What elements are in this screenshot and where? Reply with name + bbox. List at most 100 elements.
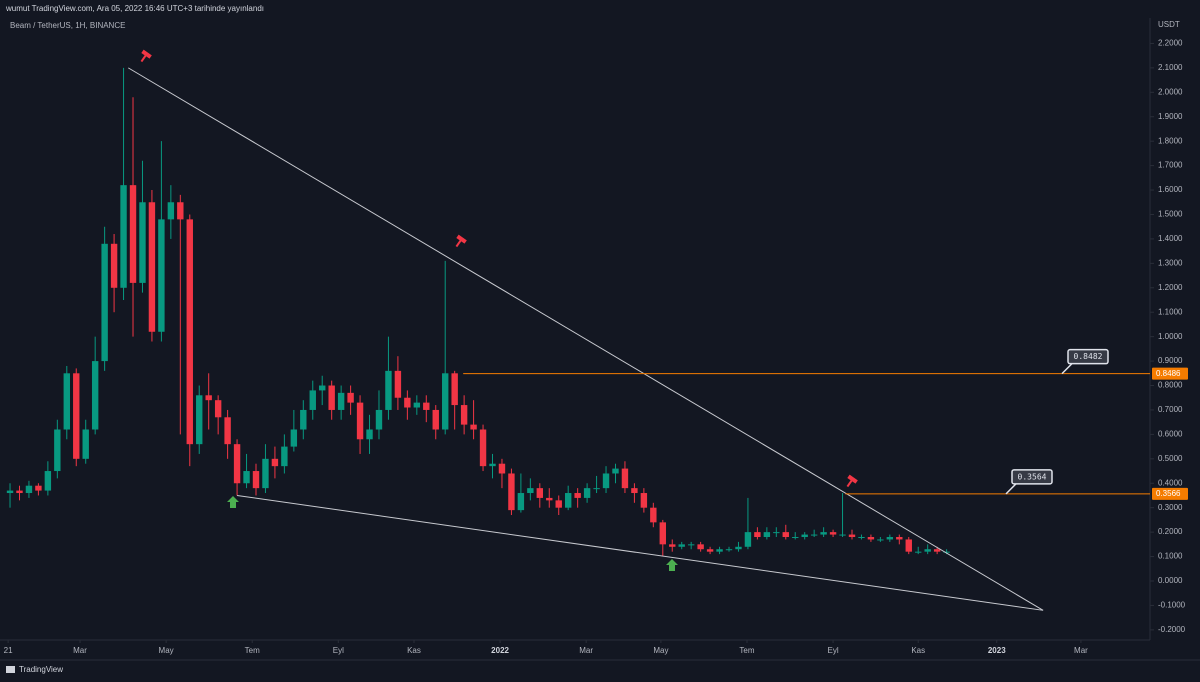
candle-body [366, 429, 373, 440]
candle-body [394, 370, 402, 398]
y-tick-label: 0.5000 [1158, 454, 1183, 463]
candle-body [612, 468, 619, 474]
arrow-up-icon [227, 496, 239, 508]
candle-body [460, 405, 468, 425]
x-tick-label: Eyl [333, 646, 344, 655]
candle-body [442, 373, 449, 430]
x-tick-label: 2022 [491, 646, 509, 655]
candle-body [886, 537, 894, 540]
candle-body [177, 202, 184, 220]
candle-body [678, 544, 685, 547]
candle-body [148, 202, 156, 332]
x-tick-label: Kas [407, 646, 421, 655]
candle-body [735, 546, 742, 550]
hammer-icon [140, 49, 152, 63]
x-tick-label: Eyl [828, 646, 839, 655]
candle-body [848, 534, 856, 538]
y-tick-label: 0.3000 [1158, 503, 1183, 512]
candle-body [91, 361, 99, 430]
x-tick-label: May [159, 646, 174, 655]
y-tick-label: 1.6000 [1158, 185, 1183, 194]
x-tick-label: May [653, 646, 668, 655]
y-tick-label: 1.1000 [1158, 307, 1183, 316]
y-tick-label: 1.2000 [1158, 283, 1183, 292]
candle-body [63, 373, 70, 430]
candle-body [527, 488, 534, 494]
candle-body [839, 534, 846, 536]
candle-body [356, 402, 364, 440]
level-price-tag [1152, 367, 1188, 380]
candle-body [508, 473, 515, 511]
candle-body [829, 532, 837, 535]
candle-body [101, 243, 108, 362]
level-price-label: 0.8486 [1156, 369, 1181, 378]
candle-body [810, 534, 818, 536]
y-tick-label: 0.8000 [1158, 381, 1183, 390]
candle-body [602, 473, 610, 489]
candle-body [555, 500, 562, 508]
candle-body [6, 490, 14, 494]
trend-line [128, 67, 1044, 611]
y-tick-label: 1.5000 [1158, 210, 1183, 219]
logo [6, 666, 15, 673]
y-tick-label: 1.7000 [1158, 161, 1183, 170]
candle-body [110, 243, 118, 288]
y-tick-label: -0.1000 [1158, 601, 1186, 610]
x-tick-label: 2023 [988, 646, 1006, 655]
candle-body [650, 507, 657, 523]
candle-body [943, 551, 950, 553]
y-tick-label: -0.2000 [1158, 625, 1186, 634]
candle-body [309, 390, 316, 410]
trend-line [237, 494, 1044, 611]
candle-body [782, 532, 789, 538]
candle-body [697, 544, 704, 550]
candle-body [725, 549, 733, 551]
candle-body [716, 549, 723, 552]
candle-body [498, 463, 506, 474]
candle-body [593, 488, 600, 490]
candle-body [25, 485, 33, 494]
candle-body [214, 400, 222, 418]
candle-body [319, 385, 326, 391]
level-price-tag [1152, 487, 1188, 500]
candle-body [413, 402, 421, 408]
candle-body [744, 532, 752, 547]
candle-body [896, 537, 903, 540]
y-tick-label: 1.3000 [1158, 258, 1183, 267]
candle-body [35, 485, 42, 491]
candle-body [281, 446, 288, 467]
candle-body [375, 409, 383, 430]
candle-body [120, 185, 127, 288]
candle-body [631, 488, 638, 494]
callout-label: 0.3564 [1018, 472, 1047, 481]
candle-body [858, 537, 865, 539]
candle-body [583, 488, 591, 498]
candle-body [337, 392, 345, 410]
callout-box [1011, 469, 1053, 485]
y-tick-label: 2.1000 [1158, 63, 1183, 72]
hammer-icon [455, 234, 467, 248]
candle-body [271, 458, 279, 467]
footer-brand: TradingView [19, 665, 63, 674]
y-tick-label: 0.1000 [1158, 552, 1183, 561]
candle-body [687, 544, 695, 546]
x-tick-label: 21 [4, 646, 13, 655]
x-tick-label: Mar [579, 646, 593, 655]
y-tick-label: 0.9000 [1158, 356, 1183, 365]
candle-body [44, 471, 52, 491]
candle-body [54, 429, 61, 472]
candle-body [139, 202, 146, 283]
candle-body [432, 409, 439, 430]
x-tick-label: Kas [911, 646, 925, 655]
candle-body [915, 551, 922, 553]
x-tick-label: Tem [739, 646, 754, 655]
candle-body [158, 219, 165, 332]
x-tick-label: Mar [1074, 646, 1088, 655]
candle-body [669, 544, 676, 547]
level-price-label: 0.3566 [1156, 489, 1181, 498]
candle-body [479, 429, 487, 467]
y-tick-label: 0.7000 [1158, 405, 1183, 414]
candle-body [262, 458, 269, 489]
x-tick-label: Mar [73, 646, 87, 655]
